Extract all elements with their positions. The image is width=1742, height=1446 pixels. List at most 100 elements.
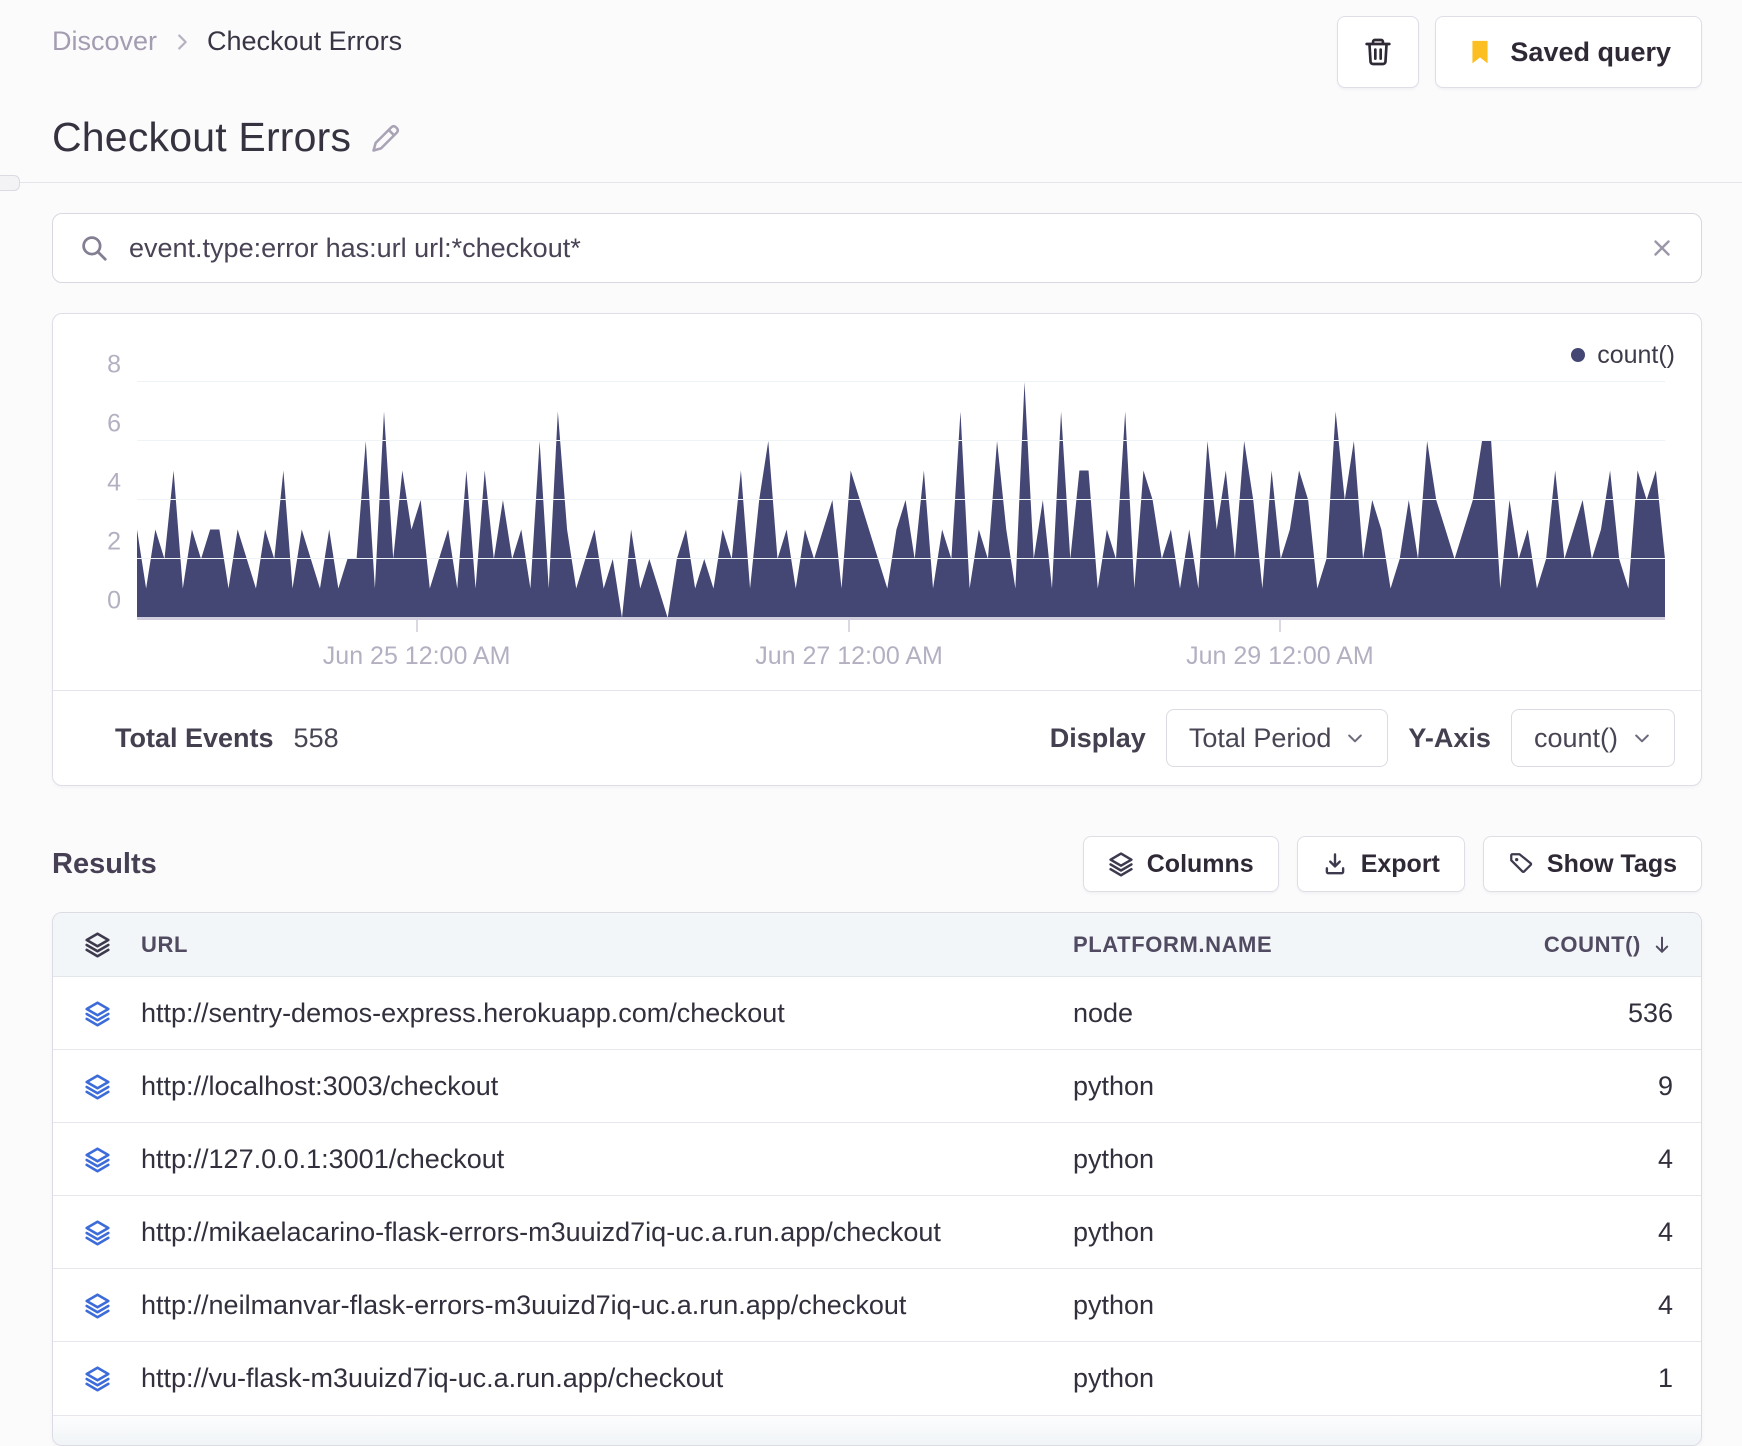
count-cell: 4 — [1657, 1216, 1673, 1247]
table-row: http://vu-flask-m3uuizd7iq-uc.a.run.app/… — [53, 1342, 1701, 1415]
column-header-platform[interactable]: PLATFORM.NAME — [1073, 931, 1273, 957]
columns-button-label: Columns — [1146, 849, 1254, 878]
search-input[interactable] — [127, 231, 1631, 265]
count-cell: 4 — [1657, 1289, 1673, 1320]
x-axis-tick-label: Jun 25 12:00 AM — [322, 642, 511, 670]
url-cell: http://localhost:3003/checkout — [141, 1070, 499, 1101]
total-events-value: 558 — [293, 722, 339, 753]
display-dropdown-value: Total Period — [1188, 722, 1332, 753]
delete-query-button[interactable] — [1337, 16, 1420, 88]
table-row: http://mikaelacarino-flask-errors-m3uuiz… — [53, 1196, 1701, 1269]
legend-item-count[interactable]: count() — [1571, 341, 1675, 370]
stack-icon[interactable] — [84, 1219, 111, 1246]
url-cell: http://sentry-demos-express.herokuapp.co… — [141, 997, 785, 1028]
table-row: http://neilmanvar-flask-errors-m3uuizd7i… — [53, 1269, 1701, 1342]
chevron-down-icon — [1632, 728, 1652, 748]
x-axis-tick-label: Jun 29 12:00 AM — [1186, 642, 1374, 670]
export-button[interactable]: Export — [1296, 836, 1465, 892]
column-header-count[interactable]: COUNT() — [1544, 932, 1673, 958]
display-dropdown[interactable]: Total Period — [1165, 709, 1389, 767]
tag-icon — [1508, 851, 1534, 877]
chart-area-polygon — [137, 382, 1665, 618]
platform-cell: node — [1073, 997, 1134, 1028]
results-table: URL PLATFORM.NAME COUNT() http://sentry-… — [52, 912, 1702, 1446]
stack-icon[interactable] — [84, 1146, 111, 1173]
count-cell: 1 — [1657, 1363, 1673, 1393]
platform-cell: python — [1073, 1070, 1155, 1101]
display-label: Display — [1049, 722, 1146, 753]
show-tags-button[interactable]: Show Tags — [1482, 836, 1702, 892]
show-tags-button-label: Show Tags — [1546, 849, 1677, 878]
header-divider — [0, 182, 1742, 183]
yaxis-dropdown[interactable]: count() — [1510, 709, 1675, 767]
y-axis-tick-label: 8 — [107, 350, 121, 379]
count-cell: 9 — [1657, 1070, 1673, 1101]
x-axis-tick — [1278, 620, 1281, 632]
search-icon — [79, 233, 109, 263]
chevron-right-icon — [171, 31, 193, 53]
platform-cell: python — [1073, 1216, 1155, 1247]
trash-icon — [1362, 36, 1394, 68]
url-cell: http://vu-flask-m3uuizd7iq-uc.a.run.app/… — [141, 1363, 724, 1393]
page-title: Checkout Errors — [52, 114, 352, 160]
y-axis-tick-label: 0 — [107, 586, 121, 615]
table-row: http://127.0.0.1:3001/checkout python 4 — [53, 1123, 1701, 1196]
yaxis-dropdown-value: count() — [1533, 722, 1618, 753]
table-header-row: URL PLATFORM.NAME COUNT() — [53, 913, 1701, 977]
yaxis-label: Y-Axis — [1408, 722, 1491, 753]
gridline — [137, 440, 1665, 441]
stack-icon[interactable] — [84, 1365, 111, 1392]
count-cell: 536 — [1627, 997, 1673, 1028]
edit-title-pencil-icon[interactable] — [369, 121, 403, 155]
breadcrumb: Discover Checkout Errors — [52, 16, 402, 57]
export-button-label: Export — [1360, 849, 1440, 878]
bookmark-icon — [1466, 38, 1494, 66]
y-axis-tick-label: 4 — [107, 468, 121, 497]
url-cell: http://127.0.0.1:3001/checkout — [141, 1143, 505, 1174]
table-bottom-strip — [53, 1415, 1701, 1445]
legend-dot — [1571, 348, 1586, 362]
breadcrumb-discover-link[interactable]: Discover — [52, 26, 158, 56]
url-cell: http://mikaelacarino-flask-errors-m3uuiz… — [141, 1216, 941, 1247]
legend-label: count() — [1597, 340, 1675, 369]
y-axis-tick-label: 6 — [107, 409, 121, 438]
download-icon — [1322, 851, 1348, 877]
sort-descending-arrow-icon — [1651, 934, 1673, 956]
stack-icon[interactable] — [84, 1000, 111, 1027]
stack-icon[interactable] — [84, 1292, 111, 1319]
x-axis-tick-label: Jun 27 12:00 AM — [755, 642, 943, 670]
results-heading: Results — [52, 847, 157, 880]
page-header: Discover Checkout Errors — [52, 16, 1702, 88]
count-header-label: COUNT() — [1543, 931, 1641, 957]
stack-icon — [1108, 851, 1134, 877]
chart-canvas[interactable]: 0 2 4 6 8 — [107, 351, 1665, 620]
saved-query-label: Saved query — [1510, 36, 1671, 67]
platform-cell: python — [1073, 1363, 1155, 1393]
columns-button[interactable]: Columns — [1082, 836, 1279, 892]
column-header-url[interactable]: URL — [141, 931, 189, 957]
table-row: http://localhost:3003/checkout python 9 — [53, 1050, 1701, 1123]
stack-icon[interactable] — [84, 1073, 111, 1100]
sidebar-collapse-handle[interactable] — [0, 175, 20, 191]
y-axis-tick-label: 2 — [107, 527, 121, 556]
chevron-down-icon — [1345, 728, 1365, 748]
stack-icon[interactable] — [84, 931, 111, 958]
saved-query-button[interactable]: Saved query — [1435, 16, 1702, 88]
count-cell: 4 — [1657, 1143, 1673, 1174]
url-cell: http://neilmanvar-flask-errors-m3uuizd7i… — [141, 1289, 907, 1320]
search-bar — [52, 213, 1702, 283]
x-axis-tick — [848, 620, 851, 632]
clear-search-icon[interactable] — [1649, 235, 1675, 261]
chart-footer: Total Events 558 Display Total Period Y-… — [53, 690, 1701, 785]
header-actions: Saved query — [1337, 16, 1702, 88]
x-axis-line — [137, 617, 1665, 620]
platform-cell: python — [1073, 1143, 1155, 1174]
events-chart-panel: count() 0 2 4 6 8 Jun 25 12:00 AM Jun 27 12:0… — [52, 313, 1702, 786]
area-chart — [137, 382, 1665, 618]
platform-cell: python — [1073, 1289, 1155, 1320]
gridline — [137, 558, 1665, 559]
total-events-label: Total Events — [115, 722, 274, 753]
x-axis: Jun 25 12:00 AM Jun 27 12:00 AM Jun 29 12:… — [137, 618, 1665, 690]
x-axis-tick — [415, 620, 418, 632]
table-row: http://sentry-demos-express.herokuapp.co… — [53, 977, 1701, 1050]
